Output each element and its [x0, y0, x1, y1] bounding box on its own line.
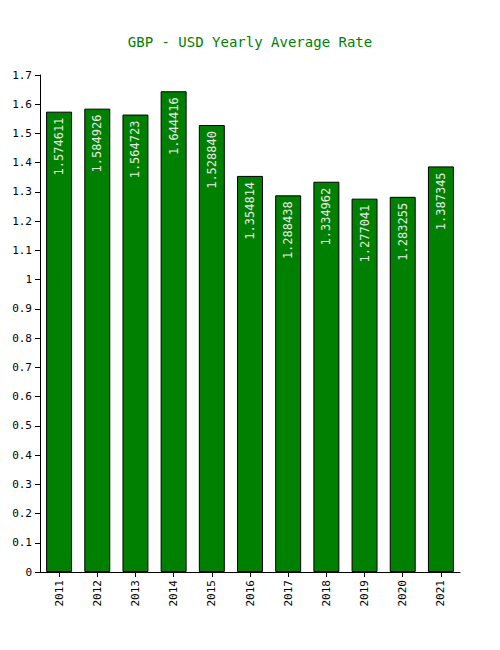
svg-text:1.3: 1.3	[12, 185, 32, 198]
svg-text:0.1: 0.1	[12, 536, 32, 549]
svg-text:1.5: 1.5	[12, 127, 32, 140]
svg-text:0.4: 0.4	[12, 449, 32, 462]
svg-text:2016: 2016	[244, 580, 257, 607]
svg-text:0.6: 0.6	[12, 390, 32, 403]
svg-text:1.1: 1.1	[12, 244, 32, 257]
svg-text:1.584926: 1.584926	[90, 115, 104, 173]
svg-text:2014: 2014	[167, 580, 180, 607]
svg-text:GBP - USD Yearly Average Rate: GBP - USD Yearly Average Rate	[128, 34, 372, 50]
svg-text:1.4: 1.4	[12, 156, 32, 169]
svg-text:2021: 2021	[434, 580, 447, 607]
svg-text:2013: 2013	[129, 580, 142, 607]
svg-text:1.277041: 1.277041	[358, 205, 372, 263]
svg-text:0.5: 0.5	[12, 419, 32, 432]
svg-text:2019: 2019	[358, 580, 371, 607]
svg-text:0.8: 0.8	[12, 332, 32, 345]
svg-text:0.3: 0.3	[12, 478, 32, 491]
svg-text:0.2: 0.2	[12, 507, 32, 520]
svg-text:1.644416: 1.644416	[167, 97, 181, 155]
svg-text:1.2: 1.2	[12, 215, 32, 228]
svg-text:1.6: 1.6	[12, 98, 32, 111]
svg-text:1.387345: 1.387345	[434, 172, 448, 230]
svg-text:1.283255: 1.283255	[396, 203, 410, 261]
svg-text:1.564723: 1.564723	[128, 121, 142, 179]
svg-text:2012: 2012	[91, 580, 104, 607]
svg-text:1.574611: 1.574611	[52, 118, 66, 176]
svg-text:1.354814: 1.354814	[243, 182, 257, 240]
svg-text:2015: 2015	[205, 580, 218, 607]
svg-text:2017: 2017	[282, 580, 295, 607]
svg-text:1.7: 1.7	[12, 69, 32, 82]
svg-text:2020: 2020	[396, 580, 409, 607]
svg-text:1: 1	[25, 273, 32, 286]
svg-text:0.7: 0.7	[12, 361, 32, 374]
svg-text:1.528840: 1.528840	[205, 131, 219, 189]
svg-text:1.334962: 1.334962	[319, 188, 333, 246]
svg-text:2018: 2018	[320, 580, 333, 607]
svg-text:1.288438: 1.288438	[281, 201, 295, 259]
svg-text:0: 0	[25, 566, 32, 579]
svg-text:2011: 2011	[53, 580, 66, 607]
svg-text:0.9: 0.9	[12, 302, 32, 315]
